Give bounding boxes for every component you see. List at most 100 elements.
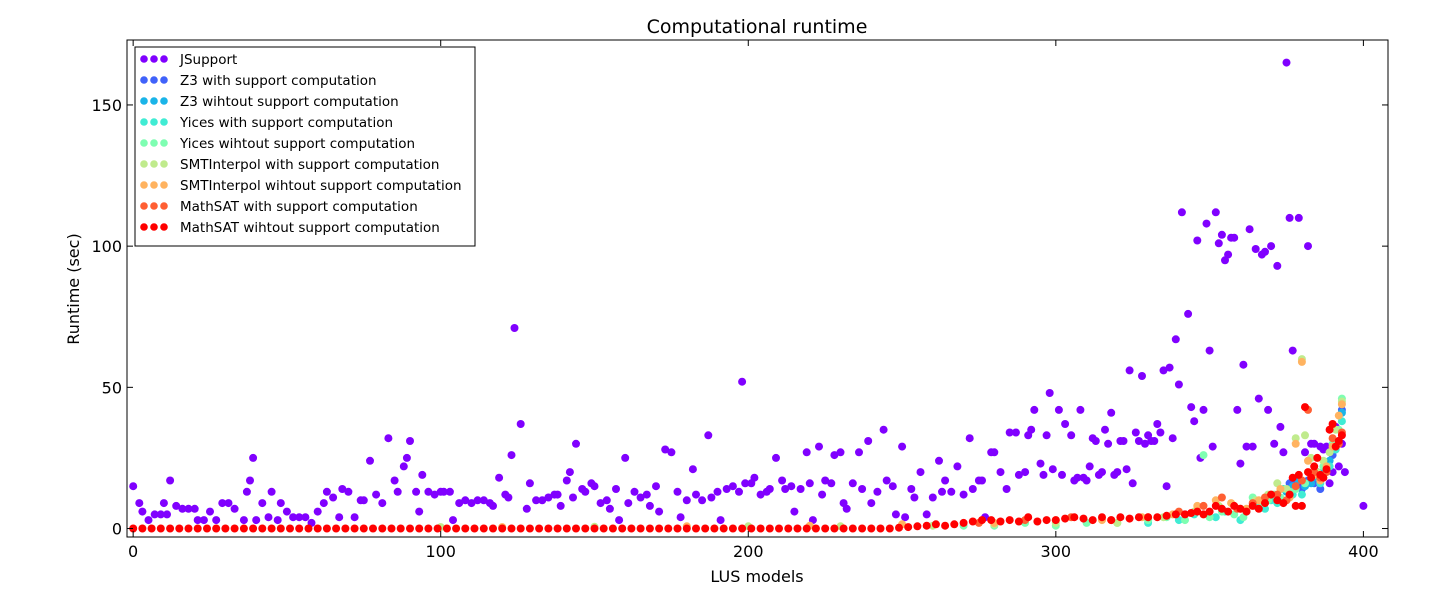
data-point: [879, 425, 888, 434]
data-point: [741, 479, 750, 488]
data-point: [775, 524, 783, 533]
data-point: [636, 524, 645, 533]
data-point: [329, 493, 338, 502]
data-point: [1079, 514, 1088, 523]
data-point: [630, 487, 639, 496]
data-point: [1076, 405, 1085, 414]
data-point: [1304, 456, 1312, 465]
data-point: [602, 496, 611, 505]
data-point: [258, 524, 267, 533]
legend-item: SMTInterpol wihtout support computation: [140, 178, 462, 194]
data-point: [968, 517, 977, 526]
data-point: [581, 524, 590, 533]
data-point: [821, 476, 830, 485]
data-point: [704, 431, 713, 440]
data-point: [719, 524, 728, 533]
data-point: [313, 507, 322, 516]
data-point: [1073, 473, 1082, 482]
legend-item: SMTInterpol with support computation: [140, 157, 439, 173]
data-point: [1340, 468, 1349, 477]
legend-marker: [140, 223, 148, 231]
data-point: [1104, 439, 1113, 448]
data-point: [282, 507, 291, 516]
data-point: [1297, 490, 1306, 499]
data-point: [1313, 453, 1322, 462]
legend-item: MathSAT with support computation: [140, 199, 418, 215]
x-tick-label: 100: [425, 542, 456, 561]
data-point: [581, 487, 590, 496]
legend-label: Z3 wihtout support computation: [180, 94, 399, 110]
legend-marker: [160, 202, 168, 210]
data-point: [332, 524, 341, 533]
legend-label: MathSAT with support computation: [180, 199, 418, 215]
data-point: [968, 485, 977, 493]
data-point: [916, 468, 925, 477]
chart-title: Computational runtime: [647, 16, 868, 38]
data-point: [778, 476, 787, 485]
data-point: [1214, 239, 1223, 248]
data-point: [818, 490, 827, 499]
data-point: [1261, 247, 1269, 256]
plot-area: [129, 58, 1368, 533]
data-point: [430, 490, 439, 499]
data-point: [1205, 513, 1214, 522]
data-point: [608, 524, 617, 533]
series-4: [959, 394, 1346, 530]
legend-marker: [140, 202, 148, 210]
data-point: [242, 487, 251, 496]
data-point: [728, 482, 737, 491]
data-point: [830, 451, 839, 460]
data-point: [295, 524, 304, 533]
data-point: [252, 516, 261, 525]
data-point: [449, 516, 457, 525]
data-point: [1328, 420, 1337, 428]
data-point: [1181, 510, 1189, 519]
data-point: [178, 504, 187, 513]
y-tick-label: 150: [91, 96, 122, 115]
data-point: [1098, 513, 1106, 522]
data-point: [772, 453, 780, 462]
data-point: [239, 516, 248, 525]
data-point: [350, 513, 359, 522]
data-point: [507, 451, 516, 460]
x-tick-label: 400: [1348, 542, 1379, 561]
data-point: [156, 510, 165, 519]
legend-item: JSupport: [140, 52, 237, 68]
data-point: [1288, 473, 1297, 482]
data-point: [399, 462, 408, 471]
data-point: [129, 482, 138, 491]
data-point: [867, 524, 876, 533]
data-point: [596, 499, 605, 508]
data-point: [1291, 482, 1300, 491]
data-point: [1107, 516, 1116, 525]
data-point: [676, 513, 685, 522]
data-point: [507, 524, 516, 533]
data-point: [627, 524, 636, 533]
data-point: [1165, 363, 1174, 372]
data-point: [412, 487, 421, 496]
legend-marker: [140, 181, 148, 189]
data-point: [873, 487, 882, 496]
legend-label: SMTInterpol with support computation: [180, 157, 439, 173]
data-point: [393, 487, 402, 496]
data-point: [184, 524, 193, 533]
data-point: [313, 524, 322, 533]
data-point: [402, 453, 411, 462]
data-point: [1337, 400, 1346, 409]
data-point: [138, 507, 147, 516]
legend-item: Yices with support computation: [140, 115, 393, 131]
data-point: [1224, 250, 1233, 259]
data-point: [947, 487, 956, 496]
data-point: [655, 507, 664, 516]
data-point: [990, 448, 999, 457]
data-point: [867, 499, 876, 508]
data-point: [1045, 389, 1054, 397]
data-point: [135, 499, 144, 508]
data-point: [928, 493, 937, 502]
data-point: [1248, 442, 1257, 451]
data-point: [1254, 504, 1263, 513]
data-point: [1276, 422, 1285, 431]
data-point: [612, 485, 620, 493]
data-point: [267, 524, 276, 533]
